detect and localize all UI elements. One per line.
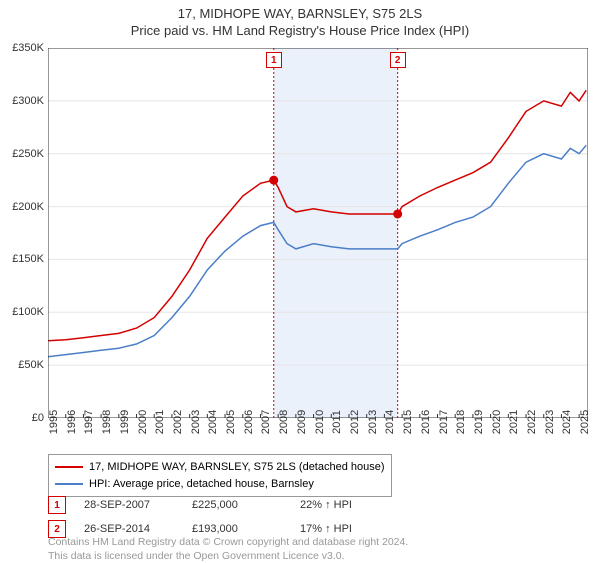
x-axis-tick: 2023 — [544, 410, 556, 434]
x-axis-tick: 2025 — [579, 410, 591, 434]
y-axis-tick: £350K — [12, 42, 44, 54]
x-axis-tick: 1995 — [48, 410, 60, 434]
y-axis-tick: £200K — [12, 201, 44, 213]
sale-delta: 22% ↑ HPI — [300, 499, 390, 511]
y-axis-tick: £300K — [12, 95, 44, 107]
sale-price: £225,000 — [192, 499, 282, 511]
x-axis-tick: 2024 — [561, 410, 573, 434]
legend-item: 17, MIDHOPE WAY, BARNSLEY, S75 2LS (deta… — [55, 459, 385, 476]
x-axis-tick: 2008 — [278, 410, 290, 434]
footer-line: This data is licensed under the Open Gov… — [48, 550, 408, 563]
footer-text: Contains HM Land Registry data © Crown c… — [48, 536, 408, 563]
footer-line: Contains HM Land Registry data © Crown c… — [48, 536, 408, 550]
title-block: 17, MIDHOPE WAY, BARNSLEY, S75 2LS Price… — [0, 0, 600, 38]
chart-title: 17, MIDHOPE WAY, BARNSLEY, S75 2LS — [0, 6, 600, 21]
chart-svg — [48, 48, 588, 418]
x-axis-tick: 2019 — [473, 410, 485, 434]
x-axis-tick: 2011 — [331, 410, 343, 434]
x-axis-tick: 2001 — [154, 410, 166, 434]
x-axis-tick: 2010 — [314, 410, 326, 434]
y-axis-tick: £150K — [12, 253, 44, 265]
x-axis-tick: 2016 — [420, 410, 432, 434]
legend-item: HPI: Average price, detached house, Barn… — [55, 476, 385, 493]
x-axis-tick: 2014 — [384, 410, 396, 434]
x-axis-tick: 2017 — [438, 410, 450, 434]
legend-label: HPI: Average price, detached house, Barn… — [89, 476, 314, 493]
legend-box: 17, MIDHOPE WAY, BARNSLEY, S75 2LS (deta… — [48, 454, 392, 497]
x-axis-tick: 2006 — [243, 410, 255, 434]
x-axis-tick: 2002 — [172, 410, 184, 434]
sale-marker-box: 1 — [48, 496, 66, 514]
x-axis-tick: 1996 — [66, 410, 78, 434]
x-axis-tick: 2013 — [367, 410, 379, 434]
sale-date: 26-SEP-2014 — [84, 523, 174, 535]
chart-subtitle: Price paid vs. HM Land Registry's House … — [0, 23, 600, 38]
x-axis-tick: 2005 — [225, 410, 237, 434]
sale-row: 1 28-SEP-2007 £225,000 22% ↑ HPI — [48, 496, 390, 514]
chart-area: £0£50K£100K£150K£200K£250K£300K£350K1995… — [48, 48, 588, 418]
x-axis-tick: 2009 — [296, 410, 308, 434]
x-axis-tick: 2015 — [402, 410, 414, 434]
y-axis-tick: £250K — [12, 148, 44, 160]
legend-swatch — [55, 483, 83, 485]
x-axis-tick: 2007 — [260, 410, 272, 434]
x-axis-tick: 1998 — [101, 410, 113, 434]
x-axis-tick: 2000 — [137, 410, 149, 434]
y-axis-tick: £50K — [18, 359, 44, 371]
container: 17, MIDHOPE WAY, BARNSLEY, S75 2LS Price… — [0, 0, 600, 560]
sale-delta: 17% ↑ HPI — [300, 523, 390, 535]
sale-date: 28-SEP-2007 — [84, 499, 174, 511]
sale-price: £193,000 — [192, 523, 282, 535]
x-axis-tick: 2022 — [526, 410, 538, 434]
x-axis-tick: 1999 — [119, 410, 131, 434]
x-axis-tick: 2003 — [190, 410, 202, 434]
sale-marker-1: 1 — [266, 52, 282, 68]
y-axis-tick: £0 — [32, 412, 44, 424]
sale-marker-2: 2 — [390, 52, 406, 68]
x-axis-tick: 2012 — [349, 410, 361, 434]
y-axis-tick: £100K — [12, 306, 44, 318]
x-axis-tick: 2021 — [508, 410, 520, 434]
legend-label: 17, MIDHOPE WAY, BARNSLEY, S75 2LS (deta… — [89, 459, 385, 476]
x-axis-tick: 1997 — [83, 410, 95, 434]
x-axis-tick: 2018 — [455, 410, 467, 434]
x-axis-tick: 2020 — [491, 410, 503, 434]
legend-swatch — [55, 466, 83, 468]
x-axis-tick: 2004 — [207, 410, 219, 434]
